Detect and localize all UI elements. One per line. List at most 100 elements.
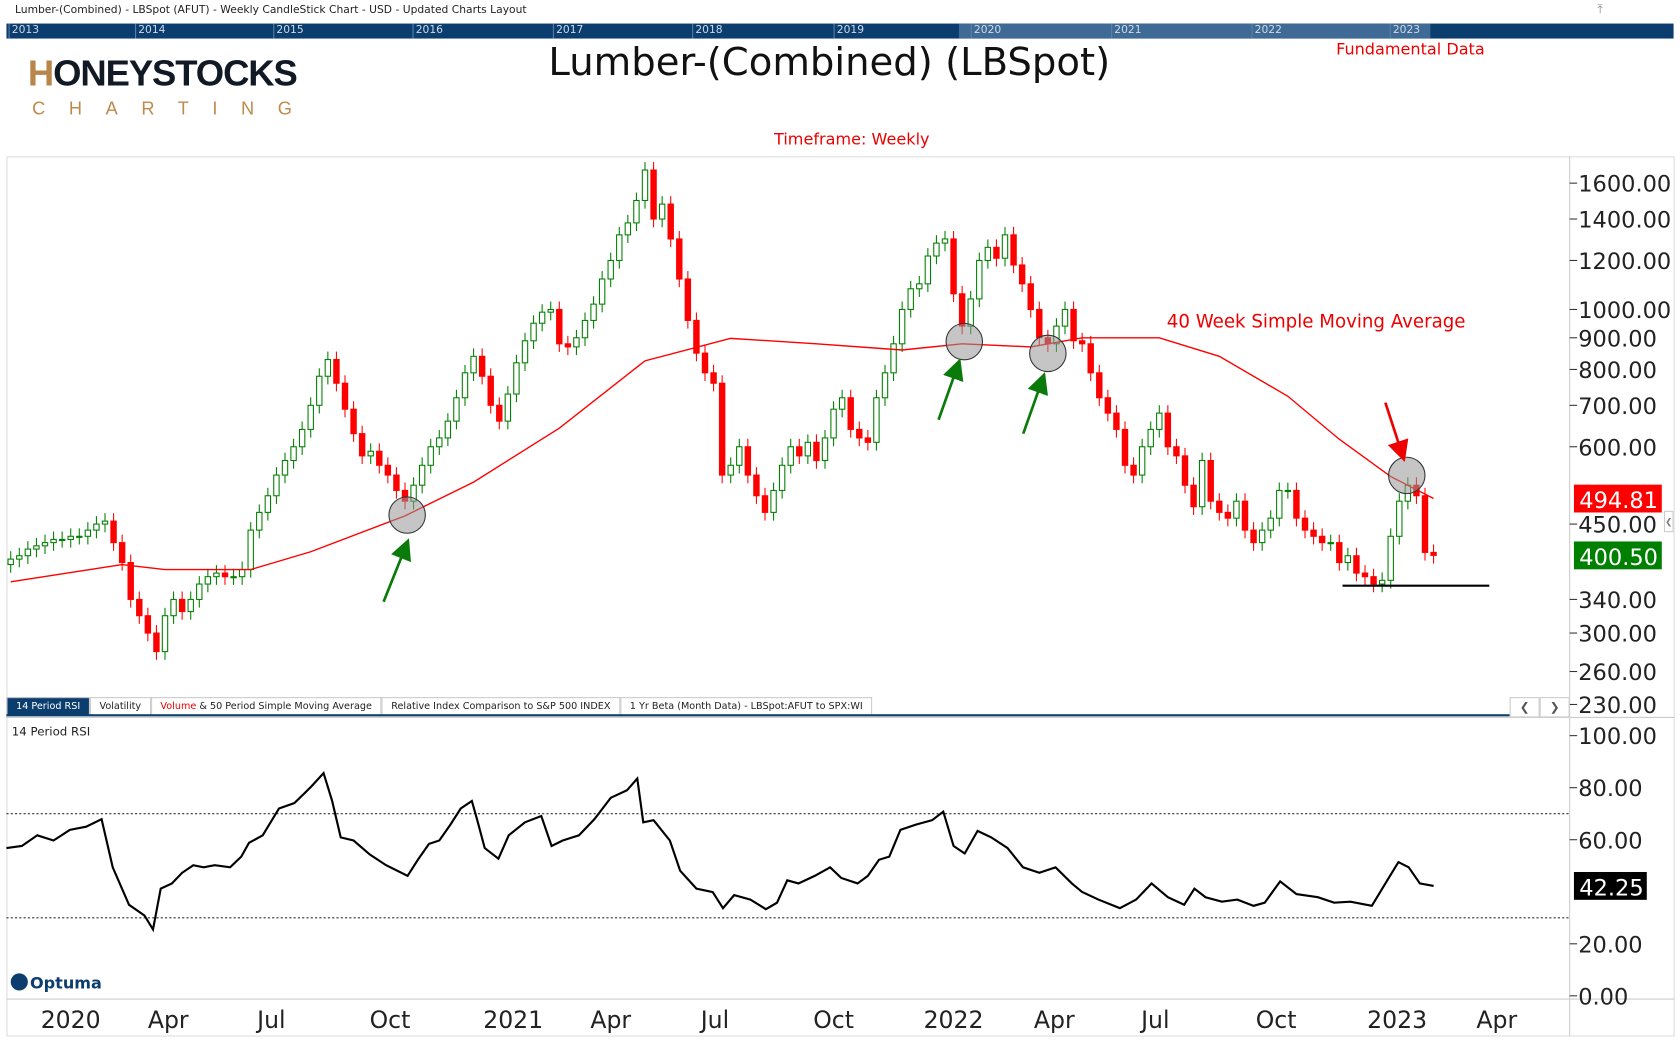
date-tick-label: Oct: [370, 1006, 411, 1034]
candle-down: [1318, 535, 1326, 544]
navigator-year: 2014: [135, 23, 165, 39]
candle-up: [290, 446, 297, 462]
candle-up: [641, 169, 649, 202]
tab-beta[interactable]: 1 Yr Beta (Month Data) - LBSpot:AFUT to …: [620, 697, 873, 716]
navigator-year: 2018: [692, 23, 723, 39]
candle-down: [718, 382, 726, 476]
candle-up: [67, 535, 74, 540]
date-tick-label: 2022: [924, 1006, 984, 1034]
candle-up: [1061, 308, 1069, 327]
candle-up: [787, 446, 794, 466]
candle-up: [538, 311, 546, 324]
date-tick-label: Apr: [590, 1006, 631, 1034]
tab-volume[interactable]: Volume & 50 Period Simple Moving Average: [150, 697, 382, 716]
candle-up: [898, 308, 906, 345]
candle-up: [1267, 517, 1274, 531]
candle-down: [650, 169, 657, 220]
candle-down: [958, 293, 966, 327]
candle-down: [1121, 428, 1129, 466]
candle-down: [796, 446, 803, 457]
candle-down: [487, 375, 494, 406]
rsi-panel-label: 14 Period RSI: [11, 724, 91, 739]
candle-down: [1207, 460, 1214, 502]
timeframe-label: Timeframe: Weekly: [774, 129, 930, 149]
tab-volatility[interactable]: Volatility: [89, 697, 151, 716]
rsi-tick-label: 20.00: [1578, 932, 1642, 958]
candle-down: [376, 450, 383, 466]
date-tick-label: Jul: [255, 1006, 285, 1034]
candle-down: [710, 372, 717, 384]
indicator-tabs: 14 Period RSI Volatility Volume & 50 Per…: [6, 697, 873, 716]
candle-up: [273, 474, 280, 497]
candle-up: [1387, 535, 1394, 581]
time-navigator[interactable]: 2013 2014 2015 2016 2017 2018 2019 2020 2021 2022…: [6, 23, 1674, 39]
candle-up: [873, 397, 880, 443]
candle-up: [1147, 428, 1154, 448]
candle-down: [761, 495, 769, 513]
candle-up: [418, 464, 426, 486]
date-tick-label: Apr: [1034, 1006, 1075, 1034]
candle-down: [136, 598, 143, 617]
pin-icon[interactable]: ⤒: [1597, 2, 1603, 17]
green-arrow-icon: [1021, 372, 1048, 435]
chevron-left-icon[interactable]: ❮: [1509, 697, 1540, 718]
candle-up: [367, 450, 374, 457]
price-tick-label: 1000.00: [1578, 298, 1671, 324]
candle-up: [324, 359, 332, 377]
tab-relative-index[interactable]: Relative Index Comparison to S&P 500 IND…: [381, 697, 621, 716]
candle-up: [33, 545, 40, 550]
red-arrow-icon: [1384, 402, 1409, 463]
candle-down: [333, 359, 340, 384]
candle-up: [821, 437, 829, 462]
candle-up: [1284, 489, 1292, 493]
date-tick-label: Apr: [148, 1006, 189, 1034]
annotation-circle: [388, 496, 426, 534]
candle-down: [1190, 484, 1197, 508]
candle-up: [633, 199, 640, 224]
candle-up: [976, 259, 983, 300]
optuma-logo: Optuma: [10, 972, 107, 994]
candle-down: [1096, 372, 1103, 399]
candle-up: [316, 375, 323, 406]
candle-down: [1130, 464, 1137, 476]
sma-price-value: 494.81: [1579, 488, 1658, 514]
price-tick-label: 900.00: [1578, 326, 1657, 352]
date-tick-label: 2023: [1367, 1006, 1427, 1034]
collapse-axis-icon[interactable]: ❮: [1663, 510, 1674, 533]
chevron-right-icon[interactable]: ❯: [1539, 697, 1570, 718]
candle-down: [1010, 234, 1017, 266]
candle-down: [744, 446, 752, 476]
last-price-value: 400.50: [1579, 545, 1658, 571]
tab-rsi[interactable]: 14 Period RSI: [6, 697, 90, 716]
candle-down: [1113, 412, 1120, 430]
candle-up: [24, 548, 32, 557]
candle-down: [221, 572, 229, 578]
rsi-tick-label: 60.00: [1578, 828, 1642, 854]
candle-up: [187, 598, 194, 613]
navigator-selection[interactable]: [958, 23, 1431, 39]
candle-down: [1018, 264, 1026, 285]
annotation-circle: [1029, 334, 1067, 373]
candle-up: [461, 372, 469, 399]
candle-up: [1396, 500, 1403, 537]
candle-up: [984, 246, 992, 261]
candle-down: [993, 246, 1000, 259]
price-tick-label: 1400.00: [1578, 208, 1671, 234]
candle-down: [1310, 529, 1317, 537]
fundamental-data-link[interactable]: Fundamental Data: [1336, 39, 1485, 59]
candle-up: [16, 555, 23, 560]
navigator-year: 2020: [970, 23, 1001, 39]
candle-down: [1250, 529, 1257, 544]
candle-down: [153, 632, 160, 653]
candle-down: [667, 203, 674, 240]
candle-down: [144, 615, 152, 634]
sma-price-tag: [1573, 484, 1662, 513]
candle-up: [881, 372, 889, 399]
candle-up: [453, 397, 460, 422]
rsi-tick-label: 0.00: [1578, 984, 1628, 1010]
candle-down: [341, 382, 349, 410]
navigator-year: 2013: [8, 23, 39, 39]
candle-down: [384, 464, 392, 476]
candle-up: [504, 393, 512, 422]
